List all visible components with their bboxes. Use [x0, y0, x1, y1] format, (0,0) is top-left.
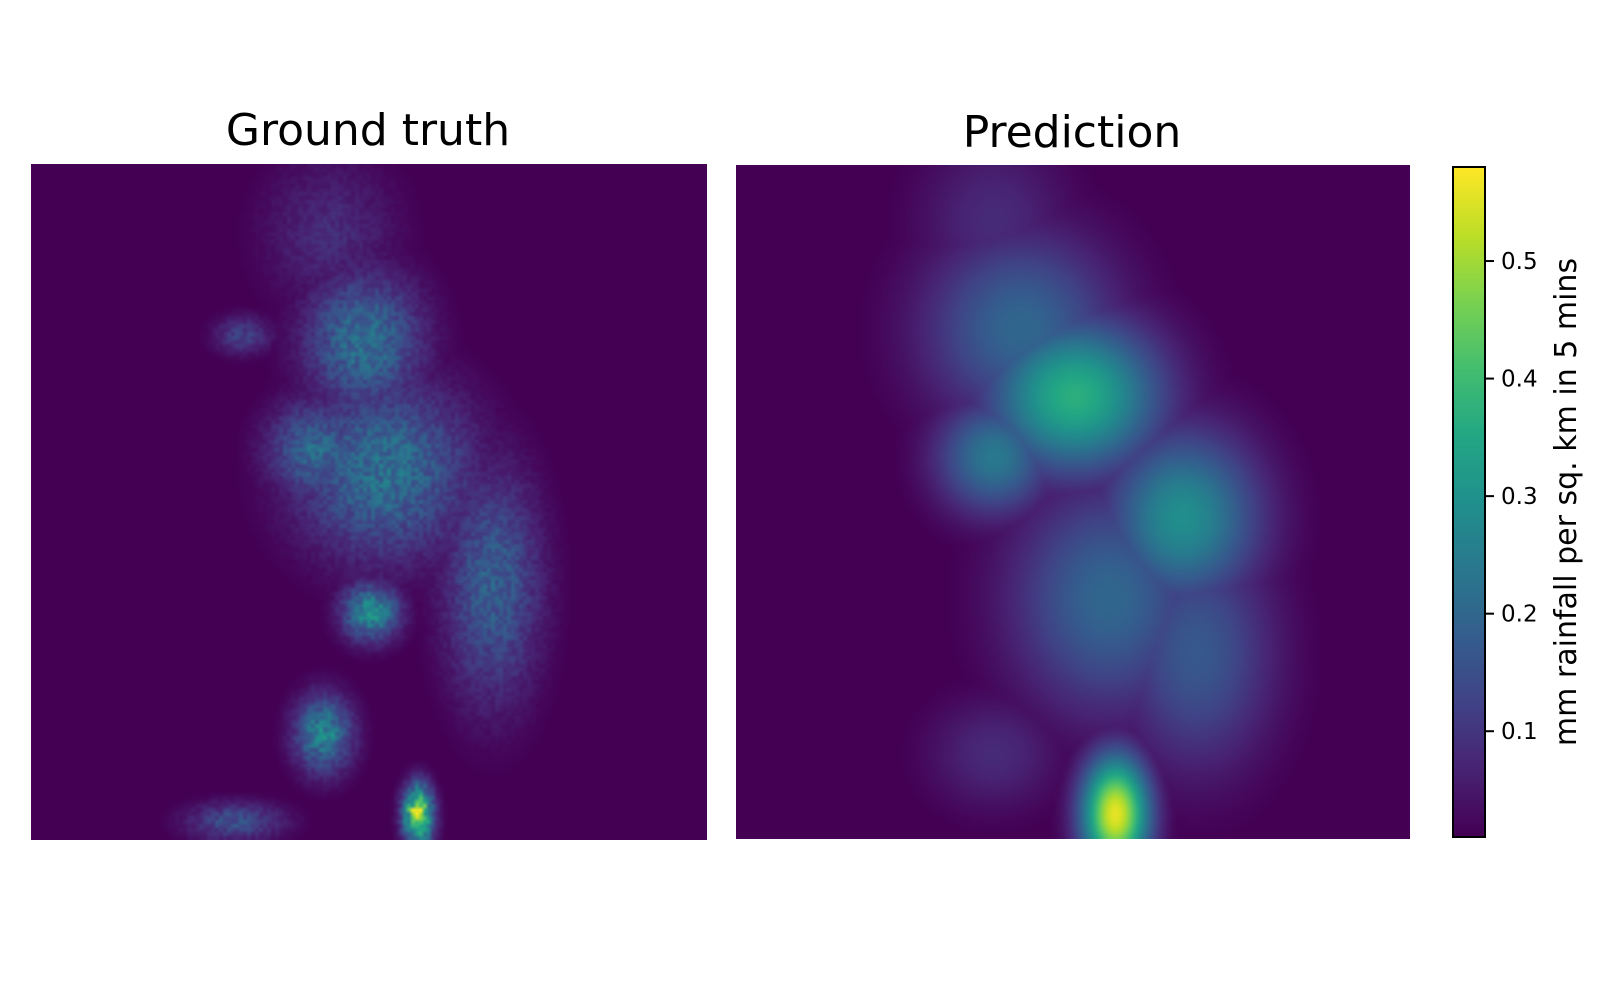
colorbar-tick-label: 0.1	[1501, 719, 1538, 745]
prediction-title: Prediction	[963, 107, 1182, 158]
colorbar: 0.1 0.2 0.3 0.4 0.5 mm rainfall per sq. km i…	[1452, 166, 1584, 838]
colorbar-tick-label: 0.2	[1501, 602, 1538, 628]
prediction-panel: Prediction	[736, 107, 1410, 839]
colorbar-label: mm rainfall per sq. km in 5 mins	[1549, 258, 1584, 746]
colorbar-tick-label: 0.5	[1501, 249, 1538, 275]
ground-truth-title: Ground truth	[226, 105, 510, 156]
colorbar-frame	[1452, 166, 1486, 838]
prediction-heatmap	[736, 165, 1410, 839]
colorbar-gradient	[1453, 167, 1485, 837]
colorbar-tick-label: 0.3	[1501, 484, 1538, 510]
ground-truth-heatmap	[31, 164, 707, 840]
ground-truth-panel: Ground truth	[31, 105, 707, 840]
colorbar-ticks: 0.1 0.2 0.3 0.4 0.5	[1485, 249, 1538, 745]
colorbar-tick-label: 0.4	[1501, 367, 1538, 393]
